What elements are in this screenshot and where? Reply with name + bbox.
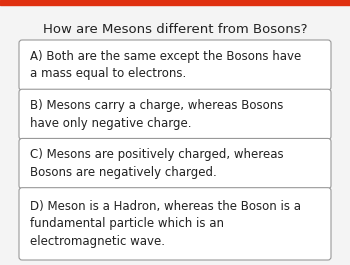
- Text: B) Mesons carry a charge, whereas Bosons
have only negative charge.: B) Mesons carry a charge, whereas Bosons…: [30, 99, 284, 130]
- Bar: [0, 0, 350, 5]
- FancyBboxPatch shape: [19, 89, 331, 139]
- Text: How are Mesons different from Bosons?: How are Mesons different from Bosons?: [43, 23, 307, 36]
- FancyBboxPatch shape: [19, 40, 331, 90]
- FancyBboxPatch shape: [19, 188, 331, 260]
- FancyBboxPatch shape: [19, 138, 331, 189]
- Text: C) Mesons are positively charged, whereas
Bosons are negatively charged.: C) Mesons are positively charged, wherea…: [30, 148, 284, 179]
- Text: A) Both are the same except the Bosons have
a mass equal to electrons.: A) Both are the same except the Bosons h…: [30, 50, 301, 80]
- Text: D) Meson is a Hadron, whereas the Boson is a
fundamental particle which is an
el: D) Meson is a Hadron, whereas the Boson …: [30, 200, 301, 248]
